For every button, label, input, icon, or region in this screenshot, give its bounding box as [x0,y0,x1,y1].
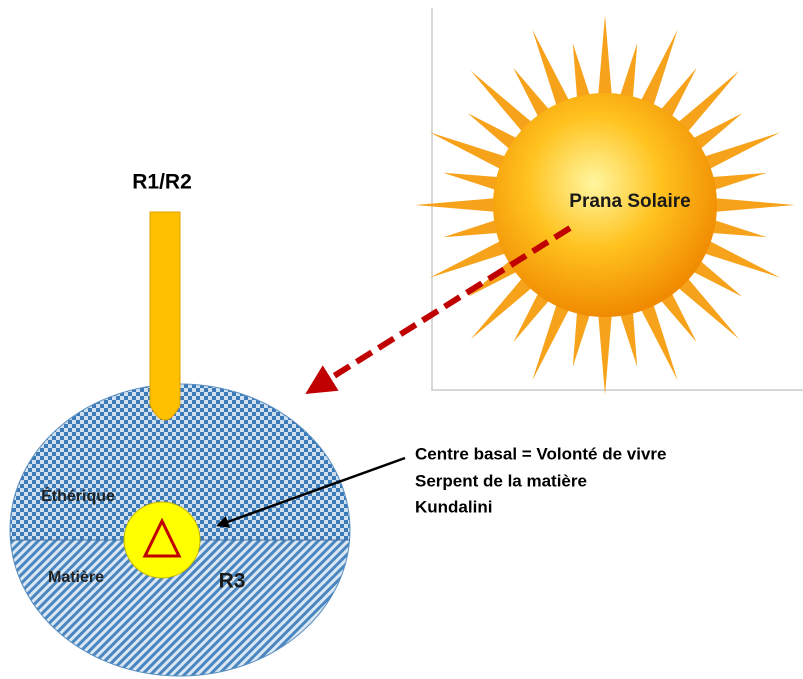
annotation-line: Serpent de la matière [415,471,587,490]
channel-label: R1/R2 [132,171,192,194]
r3-label: R3 [219,570,246,593]
etheric-label: Éthérique [41,486,115,505]
annotation-line: Kundalini [415,497,492,516]
matter-label: Matière [48,569,104,586]
annotation-line: Centre basal = Volonté de vivre [415,444,666,463]
page: Prana Solaire R1/R2 Éthérique Matière R3… [0,0,803,679]
sun-ray [710,198,795,212]
sun-ray [598,310,612,395]
sun-ray [415,198,500,212]
basal-center [124,502,200,578]
sun-label: Prana Solaire [569,191,690,212]
sun-ray [598,15,612,100]
channel-bar [150,212,180,420]
diagram: Prana Solaire R1/R2 Éthérique Matière R3… [0,0,803,679]
